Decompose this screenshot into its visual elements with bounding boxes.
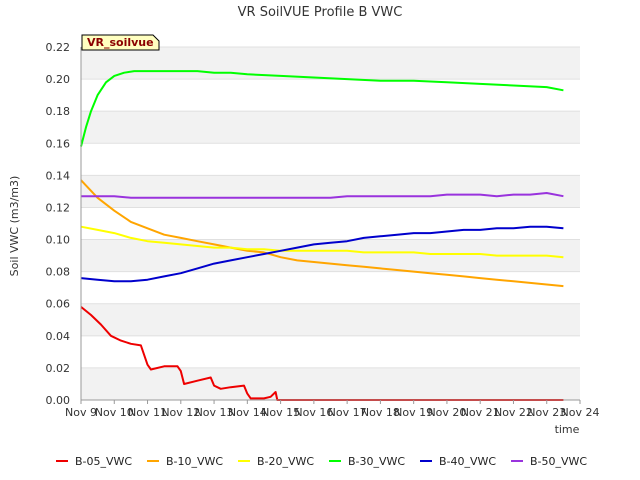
series-group [80,70,564,401]
series-line-b-30-vwc [80,70,564,147]
series-line-b-20-vwc [80,225,564,259]
legend-label: B-40_VWC [439,455,496,468]
x-tick-label: Nov 23 [527,406,566,419]
grid-band [81,367,580,400]
y-tick-label: 0.02 [46,362,71,375]
y-tick-label: 0.12 [46,201,71,214]
y-tick-label: 0.22 [46,41,71,54]
axes [80,47,580,401]
y-tick-label: 0.20 [46,73,71,86]
legend: B-05_VWC B-10_VWC B-20_VWC B-30_VWC B-40_VWC… [56,455,587,468]
legend-label: B-10_VWC [166,455,223,468]
x-tick-label: Nov 20 [427,406,466,419]
x-tick-label: Nov 10 [95,406,134,419]
legend-label: B-50_VWC [530,455,587,468]
y-tick-label: 0.18 [46,105,71,118]
y-tick-label: 0.14 [46,169,71,182]
y-tick-label: 0.00 [46,394,71,407]
x-tick-label: Nov 12 [161,406,200,419]
series-line-b-10-vwc [80,179,564,288]
x-tick-label: Nov 11 [128,406,167,419]
x-tick-label: Nov 24 [561,406,600,419]
y-tick-label: 0.06 [46,298,71,311]
grid-band [81,111,580,144]
x-tick-label: Nov 9 [65,406,97,419]
x-tick-label: Nov 19 [394,406,433,419]
plot-area [81,47,580,400]
y-tick-label: 0.10 [46,234,71,247]
y-tick-label: 0.16 [46,137,71,150]
x-tick-label: Nov 21 [461,406,500,419]
series-line-b-50-vwc [81,192,564,199]
y-tick-label: 0.04 [46,330,71,343]
grid-band [81,303,580,336]
badge: VR_soilvue [81,34,160,51]
x-tick-label: Nov 18 [361,406,400,419]
legend-label: B-20_VWC [257,455,314,468]
series-line-b-40-vwc [80,225,564,283]
badge-box [81,34,160,51]
y-tick-label: 0.08 [46,266,71,279]
x-tick-label: Nov 16 [294,406,333,419]
badge-label: VR_soilvue [87,36,154,49]
x-tick-label: Nov 15 [261,406,300,419]
x-tick-label: Nov 22 [494,406,533,419]
x-tick-label: Nov 13 [195,406,234,419]
x-axis-label: time [555,423,580,436]
legend-label: B-30_VWC [348,455,405,468]
plot-background [81,47,580,400]
y-ticks: 0.00 0.02 0.04 0.06 0.08 0.10 0.12 0.14 0.16 0.18… [46,41,71,407]
chart-title: VR SoilVUE Profile B VWC [238,5,403,20]
y-axis-label: Soil VWC (m3/m3) [8,176,21,277]
x-tick-label: Nov 17 [328,406,367,419]
x-tick-label: Nov 14 [228,406,267,419]
grid-band [81,175,580,208]
grid-band [81,47,580,80]
legend-label: B-05_VWC [75,455,132,468]
